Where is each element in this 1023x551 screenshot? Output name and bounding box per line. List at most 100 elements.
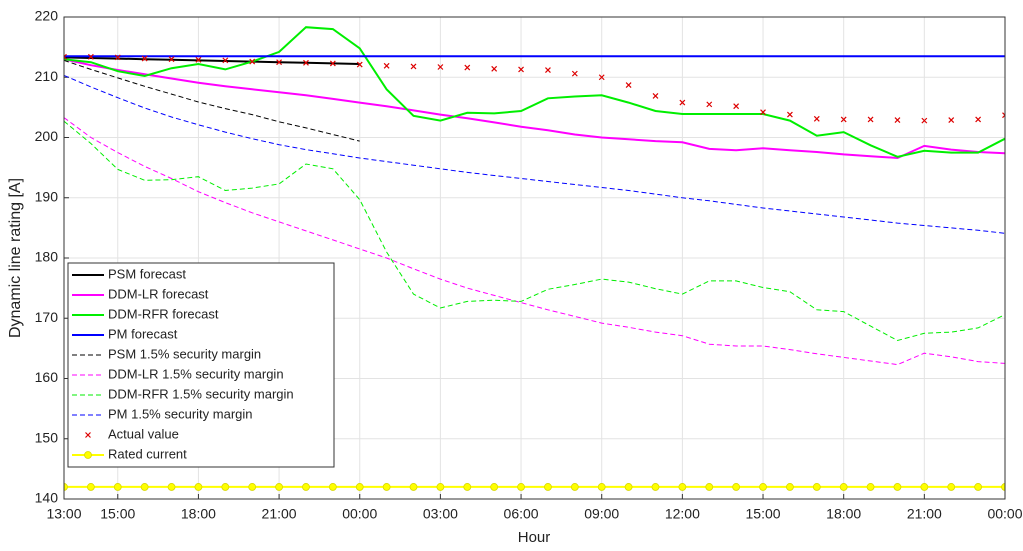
marker-circle	[490, 483, 499, 491]
marker-circle	[947, 483, 956, 491]
legend-label: DDM-LR forecast	[108, 286, 209, 301]
marker-x	[410, 63, 417, 70]
marker-circle	[597, 483, 606, 491]
marker-circle	[866, 483, 875, 491]
marker-circle	[194, 483, 203, 491]
marker-circle	[140, 483, 149, 491]
x-tick-label: 03:00	[423, 506, 458, 522]
marker-circle	[812, 483, 821, 491]
marker-x	[840, 116, 847, 123]
marker-x	[518, 66, 524, 73]
marker-x	[1002, 112, 1005, 119]
series-line	[64, 26, 1005, 158]
marker-circle	[893, 483, 902, 491]
marker-circle	[436, 483, 445, 491]
marker-circle	[1001, 483, 1005, 491]
x-tick-label: 00:00	[987, 506, 1022, 522]
legend-label: PM 1.5% security margin	[108, 406, 253, 421]
marker-x	[464, 64, 471, 71]
y-tick-label: 140	[35, 490, 59, 506]
marker-x	[733, 103, 740, 110]
series-line	[64, 59, 360, 142]
y-tick-label: 170	[35, 309, 59, 325]
marker-x	[329, 60, 336, 67]
marker-x	[87, 53, 94, 60]
legend-box	[67, 262, 335, 468]
x-tick-label: 21:00	[907, 506, 942, 522]
series-line	[64, 56, 360, 65]
series-line	[64, 74, 1005, 234]
marker-x	[786, 111, 793, 118]
x-axis-label: Hour	[518, 529, 551, 546]
marker-circle	[248, 483, 257, 491]
marker-circle	[409, 483, 418, 491]
legend-label: Actual value	[108, 426, 179, 441]
marker-x	[706, 101, 713, 108]
y-tick-label: 220	[35, 8, 59, 24]
marker-circle	[786, 483, 794, 491]
x-tick-label: 13:00	[46, 506, 81, 522]
marker-x	[760, 109, 766, 116]
marker-x	[598, 74, 605, 81]
marker-circle	[64, 483, 68, 491]
plot-frame	[63, 16, 1006, 500]
y-tick-label: 210	[35, 68, 59, 84]
marker-x	[867, 116, 874, 123]
marker-x	[948, 117, 955, 123]
marker-circle	[839, 483, 848, 491]
y-tick-label: 200	[35, 128, 59, 144]
y-tick-label: 180	[35, 249, 59, 265]
legend-label: DDM-LR 1.5% security margin	[108, 366, 284, 381]
x-tick-label: 15:00	[100, 506, 135, 522]
legend-label: DDM-RFR 1.5% security margin	[108, 386, 294, 401]
legend-label: PM forecast	[108, 326, 178, 341]
marker-circle	[113, 483, 122, 491]
marker-circle	[463, 483, 472, 491]
legend-label: PSM forecast	[108, 266, 186, 281]
marker-circle	[221, 483, 230, 491]
y-axis-label: Dynamic line rating [A]	[7, 178, 24, 338]
marker-x	[141, 55, 148, 62]
marker-circle	[651, 483, 660, 491]
legend-marker	[85, 432, 91, 438]
marker-x	[571, 70, 578, 77]
y-tick-label: 150	[35, 429, 59, 445]
marker-circle	[544, 483, 552, 491]
marker-circle	[678, 483, 687, 491]
x-tick-label: 21:00	[262, 506, 297, 522]
marker-x	[921, 117, 928, 124]
marker-circle	[624, 483, 633, 491]
marker-x	[652, 93, 659, 99]
marker-x	[356, 61, 363, 68]
marker-x	[545, 67, 551, 73]
marker-x	[383, 62, 390, 69]
marker-x	[813, 115, 820, 122]
marker-circle	[759, 483, 767, 491]
marker-x	[975, 116, 982, 123]
marker-circle	[570, 483, 579, 491]
marker-circle	[167, 483, 176, 491]
x-tick-label: 15:00	[746, 506, 781, 522]
marker-x	[679, 99, 686, 106]
plot-area	[64, 26, 1005, 491]
x-tick-label: 09:00	[584, 506, 619, 522]
x-tick-label: 00:00	[342, 506, 377, 522]
legend-label: DDM-RFR forecast	[108, 306, 219, 321]
marker-circle	[275, 483, 283, 491]
marker-circle	[732, 483, 741, 491]
marker-x	[625, 82, 632, 89]
series-line	[64, 58, 1005, 160]
legend: PSM forecast DDM-LR forecast DDM-RFR forec…	[67, 262, 335, 468]
marker-x	[222, 57, 229, 64]
legend-label: PSM 1.5% security margin	[108, 346, 261, 361]
x-tick-label: 12:00	[665, 506, 700, 522]
marker-circle	[86, 483, 95, 491]
marker-x	[894, 117, 901, 123]
y-tick-label: 190	[35, 188, 59, 204]
marker-x	[249, 58, 256, 65]
marker-x	[303, 59, 309, 66]
marker-circle	[517, 483, 525, 491]
series-line	[64, 117, 1005, 366]
y-tick-label: 160	[35, 369, 59, 385]
